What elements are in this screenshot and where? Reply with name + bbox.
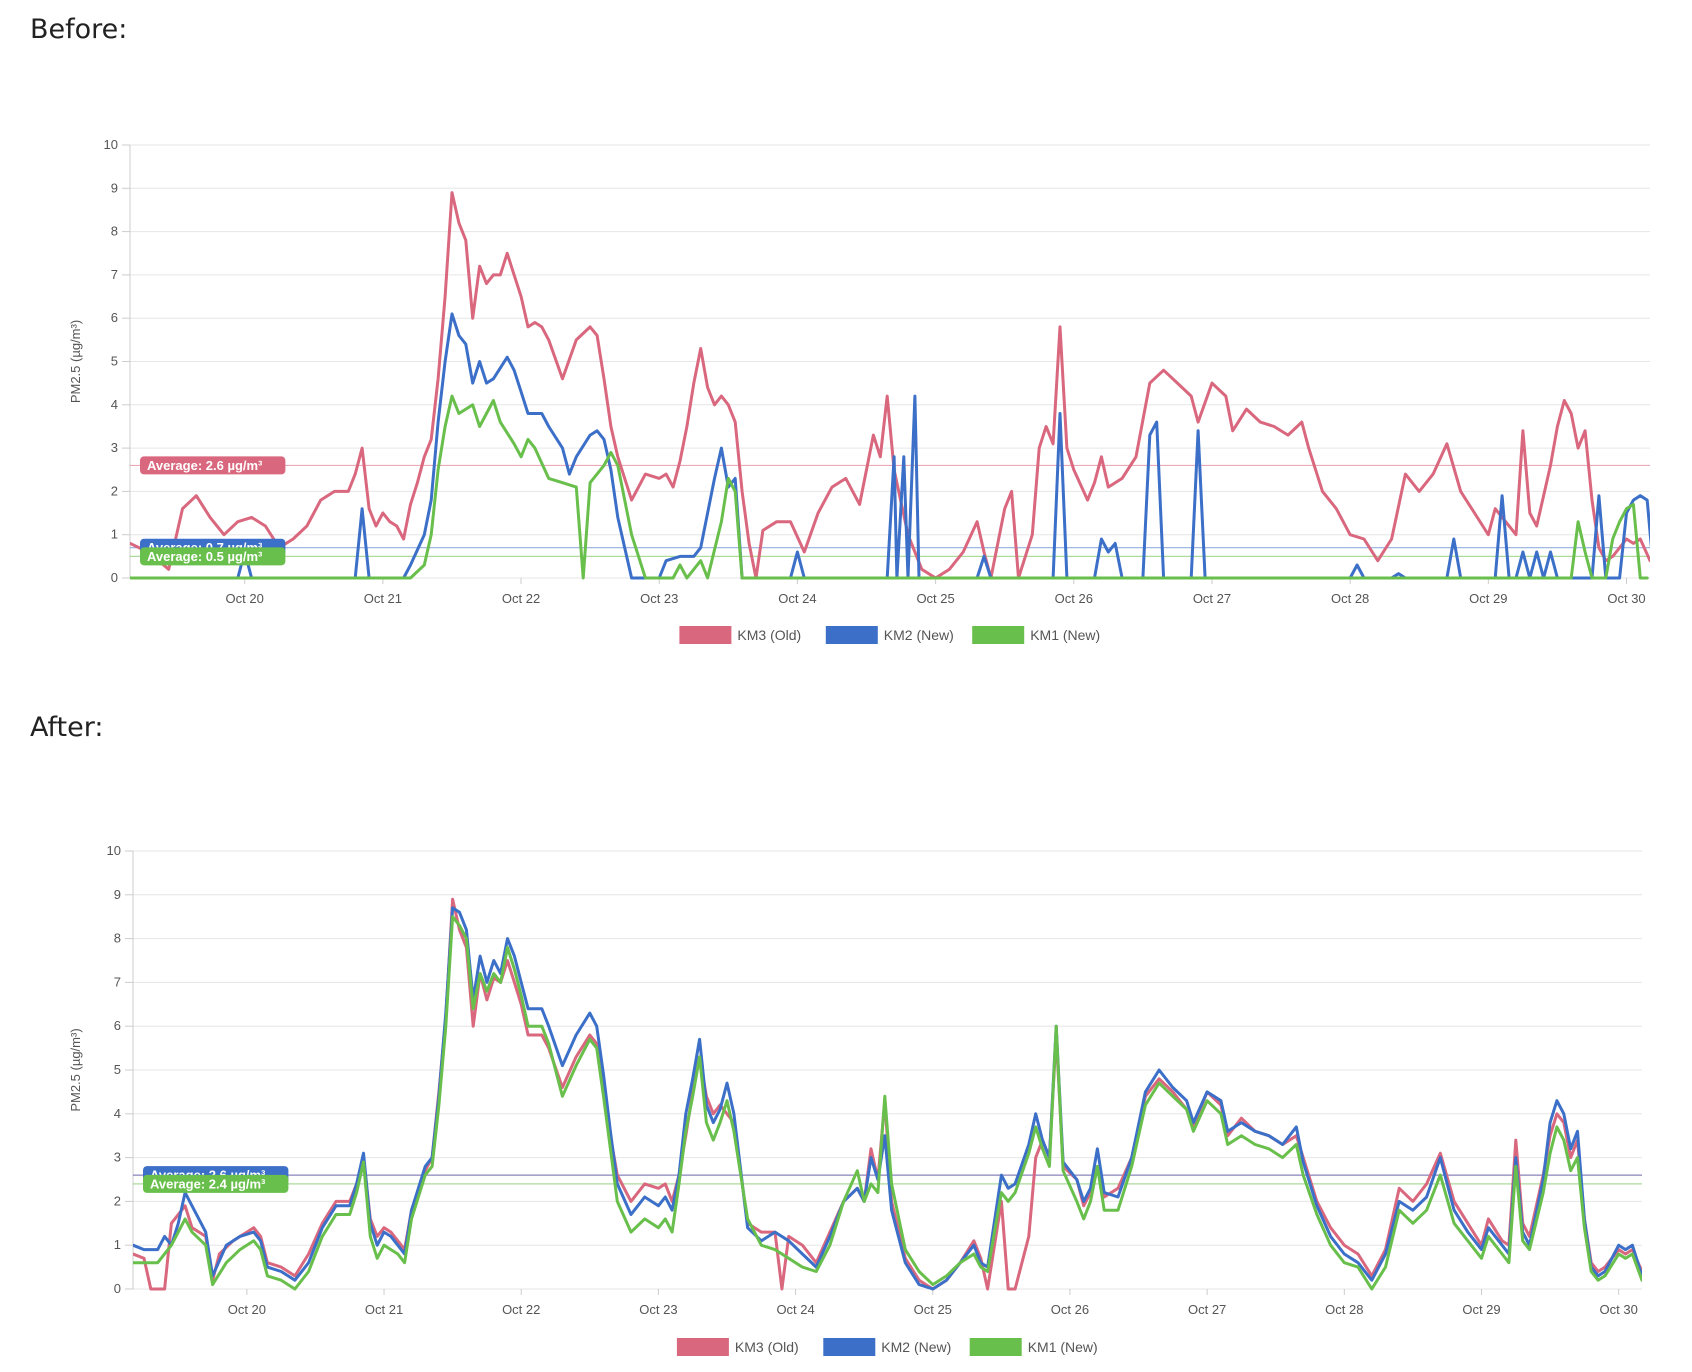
average-text: Average: 2.4 µg/m³ — [150, 1176, 266, 1191]
legend-label: KM2 (New) — [884, 627, 954, 643]
legend-swatch — [676, 1338, 729, 1356]
legend-label: KM3 (Old) — [737, 627, 801, 643]
average-text: Average: 2.6 µg/m³ — [147, 458, 263, 473]
y-tick-label: 0 — [114, 1281, 121, 1296]
series-line-km3-old — [130, 191, 1650, 580]
legend-label: KM1 (New) — [1030, 627, 1100, 643]
legend-swatch — [823, 1338, 876, 1356]
x-tick-label: Oct 27 — [1188, 1302, 1226, 1317]
y-tick-label: 8 — [114, 931, 121, 946]
x-tick-label: Oct 30 — [1600, 1302, 1638, 1317]
average-label-2: Average: 0.5 µg/m³ — [140, 547, 286, 566]
x-tick-label: Oct 25 — [914, 1302, 952, 1317]
before-heading: Before: — [30, 14, 128, 45]
legend-item[interactable]: KM2 (New) — [823, 1338, 951, 1356]
y-tick-label: 2 — [114, 1193, 121, 1208]
average-badge — [140, 547, 286, 566]
average-label-0: Average: 2.6 µg/m³ — [140, 456, 286, 475]
legend-swatch — [679, 626, 732, 644]
x-tick-label: Oct 23 — [639, 1302, 677, 1317]
x-tick-label: Oct 26 — [1055, 591, 1093, 606]
average-text: Average: 0.5 µg/m³ — [147, 549, 263, 564]
y-tick-label: 10 — [107, 843, 121, 858]
y-tick-label: 6 — [114, 1018, 121, 1033]
legend-swatch — [972, 626, 1025, 644]
series-line-km1-new — [130, 394, 1649, 580]
y-tick-label: 9 — [114, 887, 121, 902]
average-label-2: Average: 2.4 µg/m³ — [143, 1174, 289, 1193]
y-tick-label: 5 — [111, 354, 118, 369]
legend-item[interactable]: KM2 (New) — [825, 626, 954, 644]
y-tick-label: 0 — [111, 570, 118, 585]
x-tick-label: Oct 29 — [1462, 1302, 1500, 1317]
x-tick-label: Oct 24 — [776, 1302, 814, 1317]
x-tick-label: Oct 21 — [364, 591, 402, 606]
legend-label: KM3 (Old) — [735, 1339, 799, 1355]
y-tick-label: 8 — [111, 224, 118, 239]
x-tick-label: Oct 28 — [1331, 591, 1369, 606]
chart-before: 0 1 2 3 4 5 6 7 8 9 10 PM2.5 (µg/m³) Oct 20 Oct 21 Oct… — [68, 137, 1650, 644]
y-axis-label: PM2.5 (µg/m³) — [68, 320, 83, 403]
after-heading: After: — [30, 712, 104, 743]
x-tick-label: Oct 22 — [502, 591, 540, 606]
y-tick-label: 3 — [114, 1150, 121, 1165]
x-tick-label: Oct 23 — [640, 591, 678, 606]
legend-item[interactable]: KM1 (New) — [972, 626, 1100, 644]
y-tick-label: 10 — [104, 137, 118, 152]
legend-label: KM2 (New) — [881, 1339, 951, 1355]
x-tick-label: Oct 25 — [916, 591, 954, 606]
x-tick-label: Oct 29 — [1469, 591, 1507, 606]
x-tick-label: Oct 24 — [778, 591, 816, 606]
legend-swatch — [969, 1338, 1022, 1356]
y-tick-label: 4 — [111, 397, 118, 412]
y-tick-label: 1 — [114, 1237, 121, 1252]
x-tick-label: Oct 20 — [228, 1302, 266, 1317]
x-tick-label: Oct 21 — [365, 1302, 403, 1317]
y-tick-label: 7 — [114, 974, 121, 989]
y-tick-label: 4 — [114, 1106, 121, 1121]
y-tick-label: 7 — [111, 267, 118, 282]
legend-item[interactable]: KM1 (New) — [969, 1338, 1098, 1356]
legend-swatch — [825, 626, 878, 644]
legend-label: KM1 (New) — [1028, 1339, 1098, 1355]
y-tick-label: 2 — [111, 483, 118, 498]
y-tick-label: 9 — [111, 180, 118, 195]
y-tick-label: 5 — [114, 1062, 121, 1077]
y-axis-label: PM2.5 (µg/m³) — [68, 1028, 83, 1111]
legend-item[interactable]: KM3 (Old) — [676, 1338, 799, 1356]
y-tick-label: 3 — [111, 440, 118, 455]
x-tick-label: Oct 28 — [1325, 1302, 1363, 1317]
y-tick-label: 6 — [111, 310, 118, 325]
y-tick-label: 1 — [111, 527, 118, 542]
series-line-km3-old — [133, 897, 1642, 1291]
average-badge — [143, 1174, 289, 1193]
x-tick-label: Oct 22 — [502, 1302, 540, 1317]
x-tick-label: Oct 20 — [226, 591, 264, 606]
x-tick-label: Oct 30 — [1607, 591, 1645, 606]
series-line-km1-new — [133, 915, 1642, 1291]
legend-item[interactable]: KM3 (Old) — [679, 626, 801, 644]
x-tick-label: Oct 26 — [1051, 1302, 1089, 1317]
x-tick-label: Oct 27 — [1193, 591, 1231, 606]
average-badge — [140, 456, 286, 475]
series-line-km2-new — [133, 906, 1642, 1291]
